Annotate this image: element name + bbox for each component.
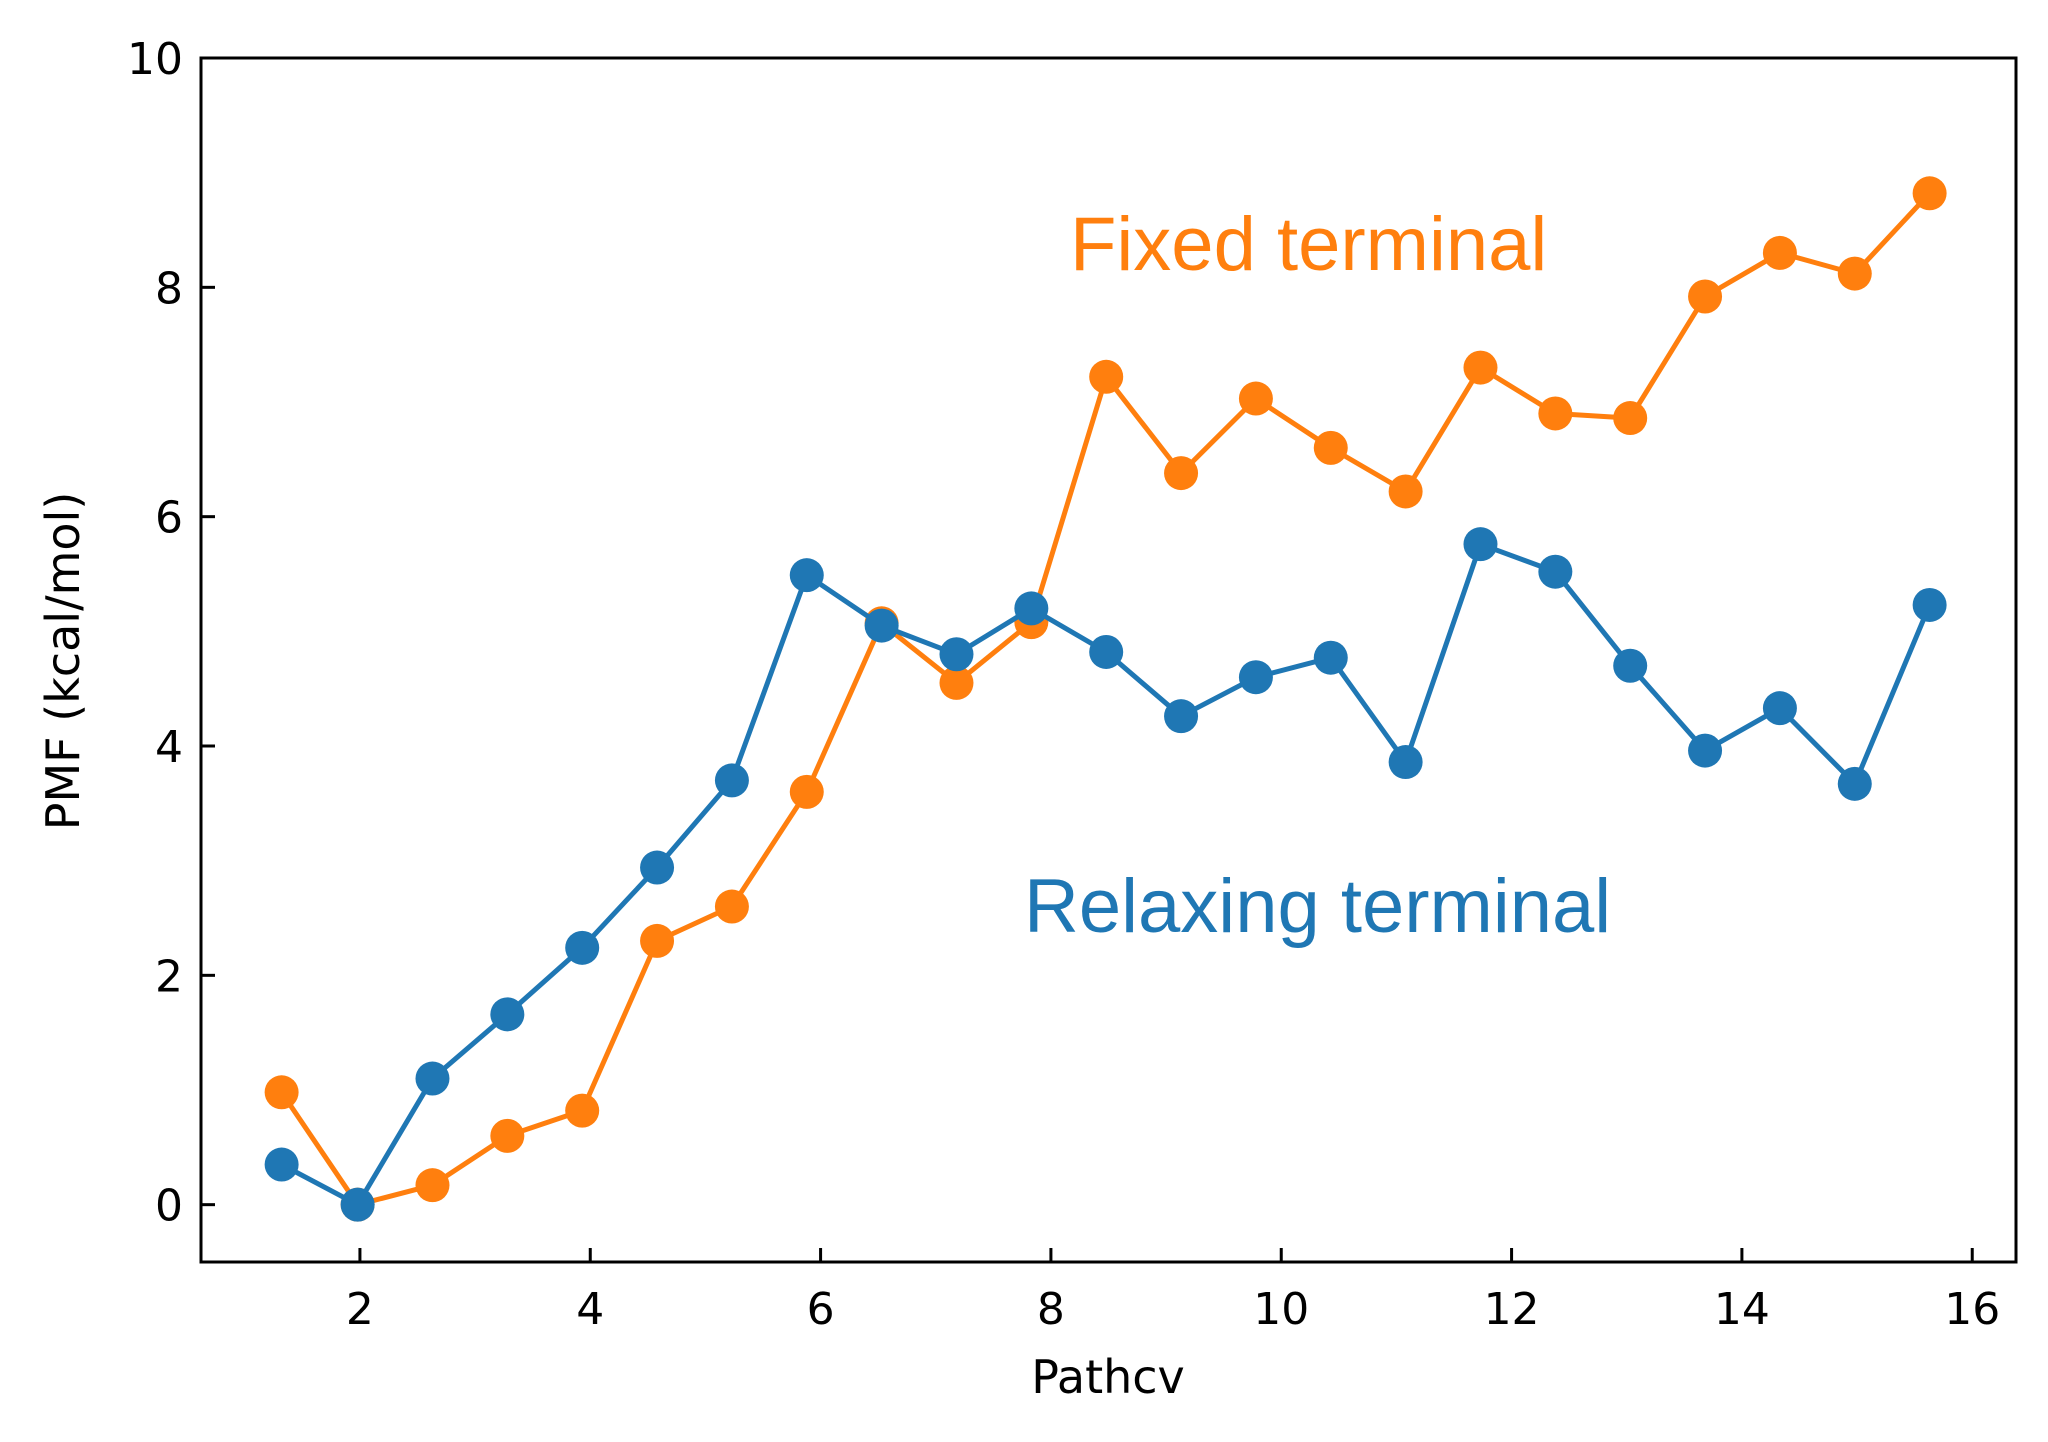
y-tick-label: 6 (155, 493, 183, 544)
data-point-fixed-terminal (1912, 176, 1947, 211)
data-point-fixed-terminal (1463, 350, 1498, 385)
data-point-relaxing-terminal (1388, 745, 1423, 780)
data-point-relaxing-terminal (1688, 733, 1723, 768)
data-point-fixed-terminal (939, 665, 974, 700)
data-point-relaxing-terminal (864, 608, 899, 643)
data-point-fixed-terminal (1688, 279, 1723, 314)
x-tick-label: 16 (1944, 1284, 2000, 1335)
data-point-relaxing-terminal (1613, 648, 1648, 683)
y-tick-label: 8 (155, 263, 183, 314)
plot-frame (199, 56, 2018, 1264)
data-point-fixed-terminal (1313, 430, 1348, 465)
data-point-fixed-terminal (714, 889, 749, 924)
x-axis-label: Pathcv (1031, 1350, 1185, 1404)
data-point-fixed-terminal (415, 1168, 450, 1203)
data-point-relaxing-terminal (640, 850, 675, 885)
data-point-fixed-terminal (1238, 381, 1273, 416)
series-layer (264, 176, 1947, 1222)
data-point-relaxing-terminal (565, 930, 600, 965)
data-point-relaxing-terminal (1762, 691, 1797, 726)
y-tick-label: 0 (155, 1181, 183, 1232)
data-point-fixed-terminal (1089, 359, 1124, 394)
x-tick-label: 12 (1484, 1284, 1540, 1335)
y-tick-label: 4 (155, 722, 183, 773)
x-tick-label: 10 (1253, 1284, 1309, 1335)
data-point-relaxing-terminal (340, 1187, 375, 1222)
data-point-relaxing-terminal (1837, 766, 1872, 801)
y-axis-label: PMF (kcal/mol) (36, 492, 90, 831)
series-annotation-fixed-terminal: Fixed terminal (1070, 202, 1547, 287)
x-tick-label: 6 (807, 1284, 835, 1335)
data-point-relaxing-terminal (490, 997, 525, 1032)
data-point-relaxing-terminal (714, 763, 749, 798)
data-point-fixed-terminal (789, 774, 824, 809)
data-point-relaxing-terminal (1463, 527, 1498, 562)
x-tick-label: 14 (1714, 1284, 1770, 1335)
data-point-relaxing-terminal (1238, 660, 1273, 695)
x-tick-label: 8 (1037, 1284, 1065, 1335)
data-point-fixed-terminal (264, 1075, 299, 1110)
data-point-relaxing-terminal (939, 637, 974, 672)
data-point-relaxing-terminal (264, 1147, 299, 1182)
data-point-fixed-terminal (1538, 396, 1573, 431)
x-tick-label: 4 (576, 1284, 604, 1335)
data-point-relaxing-terminal (1912, 587, 1947, 622)
y-tick-label: 10 (127, 34, 183, 85)
data-point-fixed-terminal (565, 1093, 600, 1128)
series-annotation-relaxing-terminal: Relaxing terminal (1024, 864, 1611, 949)
data-point-relaxing-terminal (415, 1061, 450, 1096)
x-axis: 2 4 6 8 10 12 14 16 (346, 1248, 2000, 1335)
data-point-fixed-terminal (1837, 256, 1872, 291)
data-point-relaxing-terminal (1313, 640, 1348, 675)
x-tick-label: 2 (346, 1284, 374, 1335)
data-point-fixed-terminal (490, 1118, 525, 1153)
data-point-fixed-terminal (640, 923, 675, 958)
data-point-fixed-terminal (1762, 235, 1797, 270)
y-axis: 0 2 4 6 8 10 (127, 34, 215, 1232)
data-point-fixed-terminal (1388, 474, 1423, 509)
y-tick-label: 2 (155, 951, 183, 1002)
series-line-fixed-terminal (279, 191, 1932, 1208)
data-point-fixed-terminal (1613, 401, 1648, 436)
data-point-relaxing-terminal (1164, 699, 1199, 734)
data-point-relaxing-terminal (789, 558, 824, 593)
data-point-fixed-terminal (1164, 456, 1199, 491)
data-point-relaxing-terminal (1538, 554, 1573, 589)
data-point-relaxing-terminal (1014, 591, 1049, 626)
data-point-relaxing-terminal (1089, 634, 1124, 669)
